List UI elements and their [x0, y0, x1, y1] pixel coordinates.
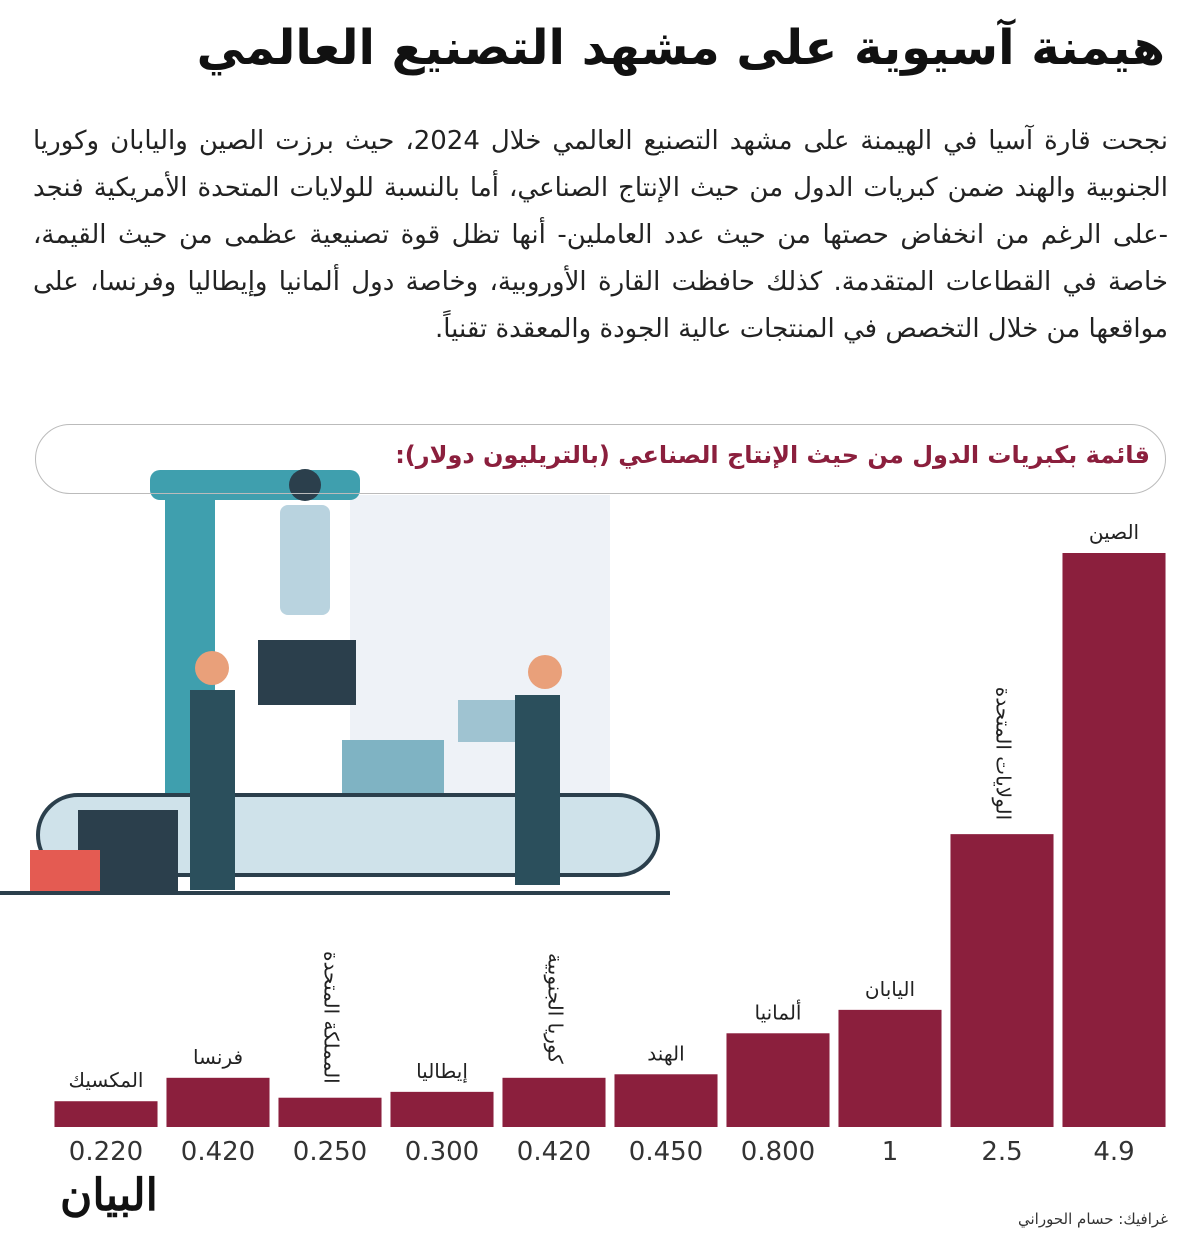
box: [342, 740, 444, 797]
worker-head: [195, 651, 229, 685]
worker-head: [528, 655, 562, 689]
value-label: 1: [882, 1137, 899, 1167]
bar: [614, 1074, 718, 1127]
subtitle-box: [35, 424, 1166, 494]
value-label: 0.250: [293, 1137, 367, 1167]
worker: [190, 690, 235, 890]
value-label: 0.300: [405, 1137, 479, 1167]
category-label: كوريا الجنوبية: [544, 953, 568, 1064]
category-label: إيطاليا: [416, 1059, 468, 1084]
bar: [950, 834, 1054, 1127]
value-label: 0.420: [181, 1137, 255, 1167]
category-label: فرنسا: [193, 1045, 243, 1069]
chart-title: قائمة بكبريات الدول من حيث الإنتاج الصنا…: [395, 441, 1150, 469]
box: [30, 850, 100, 895]
bar: [502, 1077, 606, 1127]
robot-gripper: [280, 505, 330, 615]
value-label: 2.5: [981, 1137, 1022, 1167]
category-label: المملكة المتحدة: [320, 951, 344, 1084]
held-box: [258, 640, 356, 705]
bar: [390, 1091, 494, 1127]
value-label: 4.9: [1093, 1137, 1134, 1167]
box: [458, 700, 520, 742]
category-label: ألمانيا: [754, 999, 801, 1024]
bar: [166, 1077, 270, 1127]
bar: [726, 1033, 830, 1127]
bar: [54, 1101, 158, 1127]
category-label: الصين: [1089, 520, 1139, 544]
value-label: 0.800: [741, 1137, 815, 1167]
illustration: [0, 469, 670, 895]
credit: غرافيك: حسام الحوراني: [1018, 1210, 1168, 1228]
value-label: 0.450: [629, 1137, 703, 1167]
bar: [1062, 553, 1166, 1127]
category-label: المكسيك: [69, 1068, 144, 1092]
category-label: الولايات المتحدة: [992, 687, 1016, 820]
logo: البيان: [60, 1170, 158, 1221]
worker: [515, 695, 560, 885]
category-label: الهند: [647, 1041, 684, 1065]
category-label: اليابان: [865, 977, 915, 1001]
title: هيمنة آسيوية على مشهد التصنيع العالمي: [196, 20, 1165, 76]
bar: [278, 1097, 382, 1127]
value-label: 0.220: [69, 1137, 143, 1167]
body-text: نجحت قارة آسيا في الهيمنة على مشهد التصن…: [33, 126, 1168, 344]
value-label: 0.420: [517, 1137, 591, 1167]
bar: [838, 1009, 942, 1127]
